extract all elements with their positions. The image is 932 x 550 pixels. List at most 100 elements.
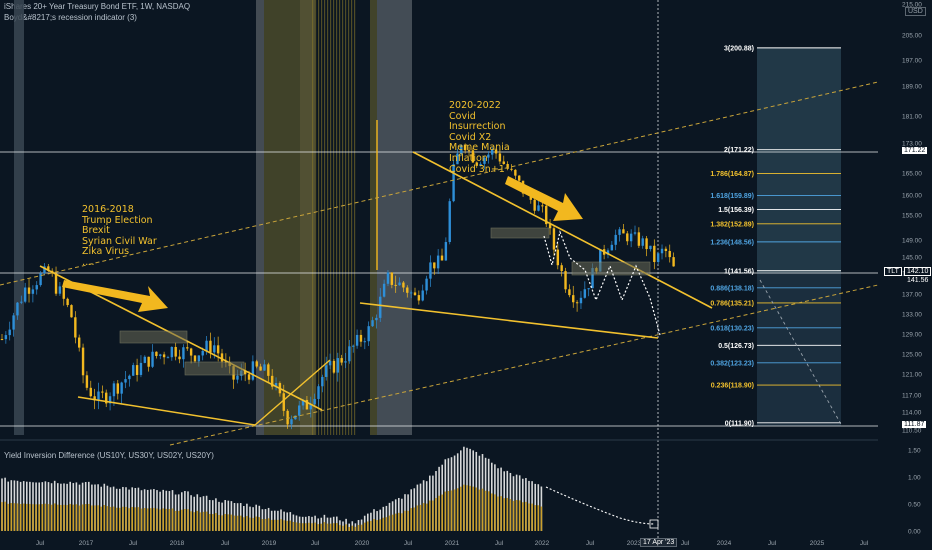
candle-body [20,301,23,303]
candle-body [162,354,166,358]
x-tick-label: Jul [586,540,595,547]
candle-body [236,375,239,380]
candle-body [213,345,216,353]
support-line-2 [359,302,659,339]
recession-stripe [318,0,320,435]
x-tick-label: 2021 [445,540,460,547]
candle-body [440,255,444,261]
top-price-tag: 171.22 [902,147,928,154]
annotation-line: Inflation [449,152,488,164]
x-tick-label: Jul [681,540,690,547]
candle-body [359,334,363,342]
candle-body [35,285,38,290]
candle-body [282,393,285,411]
fib-level-label: 0.236(118.90) [711,383,754,390]
y-tick-label: 149.00 [902,238,922,245]
candle-body [74,317,77,338]
fib-diagonal [759,279,843,427]
subpanel-title[interactable]: Yield Inversion Difference (US10Y, US30Y… [4,451,214,460]
annotation-line: …. [82,256,95,268]
candle-body [120,382,123,394]
y-tick-label: 114.00 [902,410,922,417]
candle-body [402,282,405,288]
candle-body [637,232,641,246]
currency-label: USD [905,7,926,16]
candle-body [533,199,536,211]
candle-body [429,262,432,279]
fib-level-label: 1.382(152.89) [710,221,754,228]
y-tick-label: 165.00 [902,171,922,178]
candle-body [587,288,590,290]
candle-body [506,164,509,169]
candle-body [336,358,339,373]
support-line-1 [77,396,256,426]
y-tick-label: 125.00 [902,352,922,359]
candle-body [201,350,204,356]
annotation-line: Covid [449,110,476,122]
fib-level-label: 0(111.90) [725,420,754,427]
indicator-label[interactable]: Boyd&#8217;s recession indicator (3) [4,13,137,22]
ticker-tag[interactable]: TLT [884,267,902,276]
candle-body [8,329,11,336]
candle-body [301,399,305,406]
candle-body [348,346,351,362]
sub-y-tick-label: 1.00 [908,475,921,482]
candle-body [599,249,602,272]
candle-body [398,282,401,286]
candle-body [672,257,675,267]
candle-body [479,163,482,166]
candle-body [170,346,174,358]
candle-body [355,334,359,346]
x-tick-label: 2022 [535,540,550,547]
recession-stripe [339,0,341,435]
candle-body [321,376,324,387]
candle-body [487,154,490,158]
candle-body [622,229,625,234]
recession-stripe [348,0,350,435]
fib-level-label: 1.618(159.89) [710,193,754,200]
subpanel-marker [649,519,659,529]
trend-arrow-2 [505,176,583,221]
candle-body [43,266,46,274]
candle-body [159,354,162,356]
candle-body [27,287,31,294]
candle-body [70,305,73,318]
candle-body [583,289,587,298]
annotation-line: Syrian Civil War [82,235,157,247]
candle-body [247,374,251,380]
candle-body [579,297,583,304]
candle-body [251,361,255,380]
recession-band [300,0,315,435]
candle-body [545,205,548,225]
candle-body [421,290,424,301]
candle-body [128,375,131,380]
annotation-line: Brexit [82,225,110,237]
fib-level-label: 0.886(138.18) [710,285,754,292]
candle-body [629,233,633,242]
x-tick-label: Jul [311,540,320,547]
candle-body [182,347,185,360]
x-tick-label: Jul [221,540,230,547]
candle-body [460,145,463,154]
candle-body [298,405,301,416]
candle-body [606,250,610,255]
candle-body [108,396,112,404]
candle-body [409,292,413,294]
candle-body [552,228,556,250]
recession-stripe [333,0,335,435]
candle-body [31,289,35,294]
candle-body [575,302,579,304]
candle-body [116,383,119,394]
consolidation-box [119,330,188,344]
y-tick-label: 189.00 [902,84,922,91]
candle-body [490,149,494,155]
candle-body [537,205,540,211]
symbol-title[interactable]: iShares 20+ Year Treasury Bond ETF, 1W, … [4,2,191,11]
annotation-line: Zika Virus [82,246,130,258]
fib-level-label: 2(171.22) [724,147,754,154]
recession-stripe [351,0,353,435]
candle-body [305,399,309,410]
annotation-line: Meme Mania [449,142,510,154]
ticker-sub-price: 141.56 [907,277,929,284]
